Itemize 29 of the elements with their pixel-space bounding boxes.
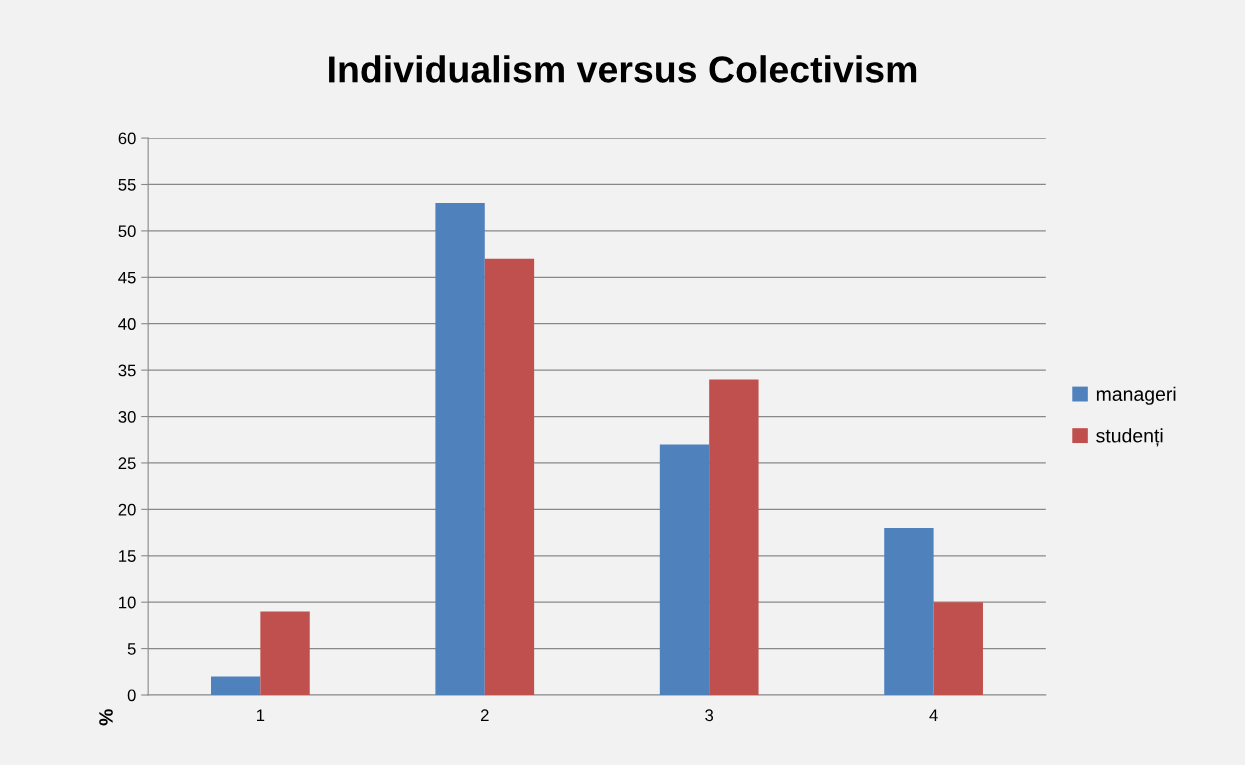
x-tick-label: 4 xyxy=(929,709,938,721)
y-tick-label: 0 xyxy=(127,689,136,702)
x-tick-label: 1 xyxy=(257,709,265,721)
bar xyxy=(210,676,261,695)
legend-label: manageri xyxy=(1096,386,1176,405)
bar xyxy=(260,611,310,695)
y-tick-label: 20 xyxy=(118,503,136,516)
x-tick-label: 2 xyxy=(480,709,489,721)
legend-label: studenți xyxy=(1096,428,1163,447)
bar xyxy=(933,602,983,695)
y-tick-label: 30 xyxy=(118,410,136,423)
y-axis-title: % xyxy=(99,709,113,726)
y-tick-label: 60 xyxy=(118,132,136,145)
bar xyxy=(659,444,710,695)
bar xyxy=(484,258,535,695)
y-tick-label: 5 xyxy=(127,643,136,655)
y-tick-label: 10 xyxy=(119,596,136,609)
chart-title: Individualism versus Colectivism xyxy=(329,55,917,83)
y-tick-label: 35 xyxy=(118,364,136,377)
x-tick-label: 3 xyxy=(705,709,714,722)
y-tick-label: 40 xyxy=(118,318,136,330)
y-tick-label: 50 xyxy=(118,225,136,238)
y-tick-label: 55 xyxy=(118,179,136,191)
y-tick-label: 15 xyxy=(119,550,136,562)
bar xyxy=(709,379,759,695)
bar xyxy=(884,527,934,695)
y-tick-label: 45 xyxy=(118,271,136,284)
y-tick-label: 25 xyxy=(118,457,136,470)
bar xyxy=(435,203,485,695)
